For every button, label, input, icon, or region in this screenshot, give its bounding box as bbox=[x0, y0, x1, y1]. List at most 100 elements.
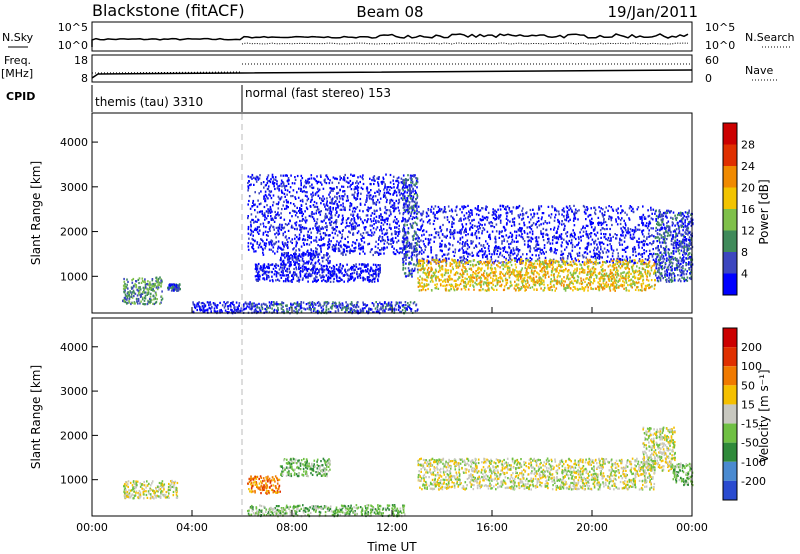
freq-trace bbox=[91, 69, 693, 79]
scatter-cell-power-6 bbox=[350, 225, 353, 228]
scatter-cell-power-9 bbox=[538, 259, 541, 262]
scatter-cell-power-8 bbox=[446, 218, 449, 221]
scatter-cell-power-6 bbox=[306, 195, 308, 198]
scatter-cell-power-8 bbox=[633, 261, 636, 264]
scatter-cell-power-6 bbox=[287, 182, 290, 185]
scatter-cell-power-6 bbox=[265, 242, 268, 245]
scatter-cell-power-8 bbox=[550, 228, 552, 231]
scatter-cell-power-8 bbox=[438, 207, 441, 210]
scatter-cell-power-8 bbox=[517, 240, 519, 243]
scatter-cell-power-7 bbox=[409, 188, 411, 191]
scatter-cell-power-8 bbox=[486, 206, 488, 209]
scatter-cell-power-6 bbox=[383, 233, 386, 236]
scatter-cell-power-7 bbox=[404, 198, 407, 202]
scatter-cell-power-3 bbox=[399, 306, 401, 309]
scatter-cell-power-8 bbox=[550, 249, 553, 252]
scatter-cell-power-8 bbox=[542, 232, 545, 235]
scatter-cell-power-6 bbox=[375, 215, 378, 218]
scatter-cell-power-6 bbox=[339, 245, 342, 248]
scatter-cell-power-4 bbox=[332, 273, 335, 276]
scatter-cell-power-6 bbox=[357, 186, 360, 189]
scatter-cell-power-8 bbox=[506, 211, 508, 214]
scatter-cell-power-6 bbox=[277, 226, 280, 229]
scatter-cell-power-3 bbox=[300, 301, 302, 304]
scatter-cell-power-7 bbox=[415, 205, 418, 208]
scatter-cell-power-2 bbox=[213, 307, 216, 310]
scatter-cell-power-8 bbox=[588, 233, 591, 236]
scatter-cell-power-6 bbox=[349, 202, 352, 205]
scatter-cell-power-6 bbox=[298, 253, 301, 256]
scatter-cell-power-6 bbox=[322, 195, 324, 198]
scatter-cell-power-8 bbox=[425, 215, 428, 218]
scatter-cell-power-4 bbox=[362, 263, 364, 266]
scatter-cell-power-6 bbox=[279, 223, 281, 226]
scatter-cell-power-6 bbox=[348, 245, 350, 248]
scatter-cell-power-9 bbox=[441, 275, 444, 278]
scatter-cell-power-8 bbox=[481, 254, 484, 257]
scatter-cell-power-4 bbox=[275, 266, 277, 269]
scatter-cell-power-6 bbox=[264, 215, 266, 219]
scatter-cell-power-7 bbox=[415, 202, 418, 205]
scatter-cell-power-8 bbox=[463, 205, 465, 208]
scatter-cell-power-6 bbox=[331, 200, 333, 203]
scatter-cell-power-8 bbox=[453, 218, 455, 221]
scatter-cell-power-6 bbox=[328, 207, 330, 210]
scatter-cell-power-6 bbox=[328, 193, 330, 196]
scatter-cell-power-6 bbox=[310, 231, 312, 234]
scatter-cell-power-0 bbox=[147, 289, 150, 292]
scatter-cell-power-5 bbox=[294, 261, 297, 264]
scatter-cell-power-8 bbox=[498, 232, 501, 235]
scatter-cell-power-8 bbox=[578, 209, 580, 212]
scatter-cell-power-6 bbox=[367, 218, 369, 221]
scatter-cell-power-4 bbox=[295, 268, 298, 271]
scatter-cell-power-7 bbox=[410, 242, 413, 245]
scatter-cell-power-5 bbox=[309, 252, 311, 255]
scatter-cell-power-9 bbox=[641, 273, 644, 276]
scatter-cell-power-3 bbox=[286, 308, 288, 311]
scatter-cell-power-8 bbox=[433, 227, 436, 231]
scatter-cell-power-6 bbox=[321, 244, 324, 247]
scatter-cell-power-9 bbox=[427, 266, 430, 270]
scatter-cell-power-0 bbox=[150, 298, 153, 302]
scatter-cell-power-3 bbox=[345, 301, 347, 304]
scatter-cell-power-8 bbox=[619, 239, 621, 242]
scatter-cell-power-4 bbox=[296, 279, 299, 282]
scatter-cell-power-4 bbox=[329, 276, 331, 280]
scatter-cell-power-8 bbox=[565, 205, 568, 208]
scatter-cell-power-8 bbox=[443, 210, 446, 213]
scatter-cell-power-6 bbox=[366, 214, 369, 217]
scatter-cell-power-6 bbox=[275, 231, 278, 234]
scatter-cell-power-3 bbox=[317, 309, 319, 312]
cpid-segment-normal: normal (fast stereo) 153 bbox=[245, 86, 391, 100]
scatter-cell-power-8 bbox=[536, 249, 538, 252]
scatter-cell-power-7 bbox=[408, 241, 411, 244]
scatter-cell-power-6 bbox=[345, 180, 348, 183]
scatter-cell-power-2 bbox=[224, 309, 227, 312]
scatter-cell-power-2 bbox=[241, 309, 243, 312]
scatter-cell-power-9 bbox=[610, 284, 612, 287]
scatter-cell-power-4 bbox=[340, 269, 342, 273]
scatter-cell-power-3 bbox=[253, 305, 255, 308]
scatter-cell-power-2 bbox=[223, 301, 225, 304]
scatter-cell-power-9 bbox=[553, 276, 555, 279]
scatter-cell-power-6 bbox=[317, 208, 320, 211]
scatter-cell-power-6 bbox=[302, 242, 305, 245]
scatter-cell-power-4 bbox=[288, 265, 291, 268]
scatter-cell-power-9 bbox=[444, 278, 446, 281]
scatter-cell-power-4 bbox=[261, 273, 264, 276]
scatter-cell-power-8 bbox=[621, 217, 623, 220]
scatter-cell-power-4 bbox=[266, 270, 268, 273]
scatter-cell-power-8 bbox=[647, 254, 650, 258]
scatter-cell-power-6 bbox=[402, 226, 405, 229]
scatter-cell-power-8 bbox=[425, 245, 427, 249]
scatter-cell-power-6 bbox=[282, 182, 285, 185]
scatter-cell-power-6 bbox=[310, 215, 312, 218]
scatter-cell-power-7 bbox=[414, 189, 416, 192]
scatter-cell-power-2 bbox=[206, 301, 209, 304]
scatter-cell-power-8 bbox=[630, 209, 633, 212]
scatter-cell-power-6 bbox=[360, 238, 362, 241]
scatter-cell-power-6 bbox=[250, 183, 252, 186]
scatter-cell-power-6 bbox=[290, 195, 292, 198]
scatter-cell-power-4 bbox=[314, 271, 316, 274]
scatter-cell-power-3 bbox=[312, 309, 315, 312]
